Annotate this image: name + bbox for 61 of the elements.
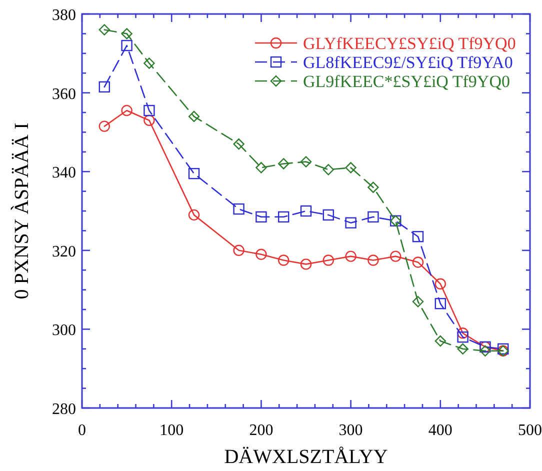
- y-axis-title: 0 PXNSY ÀSPÄÄÄ I: [10, 122, 33, 300]
- point: [256, 211, 267, 223]
- point: [256, 162, 267, 174]
- y-tick-label: 380: [52, 7, 76, 24]
- legend-label: GLYfKEECY£SY£iQ Tf9YQ0: [303, 34, 516, 53]
- point: [188, 209, 200, 221]
- y-tick-label: 280: [52, 401, 76, 418]
- point: [256, 248, 267, 260]
- point: [98, 120, 110, 132]
- point: [188, 110, 200, 122]
- y-tick-label: 360: [52, 86, 76, 103]
- point: [368, 254, 379, 266]
- point: [98, 81, 110, 92]
- point: [368, 211, 379, 223]
- point: [457, 331, 468, 343]
- point: [412, 296, 424, 308]
- point: [233, 244, 244, 256]
- point: [457, 328, 468, 339]
- point: [144, 114, 155, 126]
- point: [345, 217, 356, 228]
- legend-label: GL9fKEEC*£SY£iQ Tf9YQ0: [303, 72, 510, 91]
- x-tick-label: 500: [518, 422, 542, 439]
- point: [390, 250, 402, 262]
- point: [412, 231, 424, 242]
- point: [233, 203, 244, 215]
- y-tick-label: 320: [52, 243, 76, 260]
- point: [278, 254, 290, 266]
- point: [322, 209, 334, 221]
- point: [121, 104, 132, 116]
- point: [98, 24, 110, 36]
- point: [278, 158, 290, 170]
- x-axis-title: DÄWXLSZTÅLYY: [224, 446, 388, 468]
- point: [345, 162, 356, 174]
- point: [322, 254, 334, 266]
- point: [434, 278, 446, 290]
- point: [300, 156, 312, 168]
- point: [233, 138, 244, 150]
- point: [121, 40, 132, 52]
- point: [188, 168, 200, 180]
- y-tick-label: 300: [52, 322, 76, 340]
- x-tick-label: 400: [428, 422, 452, 439]
- x-tick-label: 100: [160, 422, 184, 439]
- point: [434, 298, 446, 310]
- y-tick-label: 340: [52, 164, 76, 182]
- point: [457, 343, 468, 354]
- legend-label: GL8fKEEC9£/SY£iQ Tf9YA0: [303, 53, 513, 72]
- point: [144, 58, 155, 69]
- point: [480, 345, 491, 356]
- point: [278, 211, 290, 223]
- point: [300, 258, 312, 270]
- point: [121, 28, 132, 40]
- point: [300, 205, 312, 217]
- point: [322, 164, 334, 176]
- point: [368, 182, 379, 193]
- x-tick-label: 300: [338, 422, 363, 439]
- x-tick-label: 0: [78, 422, 86, 439]
- point: [434, 335, 446, 347]
- x-tick-label: 200: [249, 422, 274, 439]
- point: [345, 250, 356, 262]
- point: [144, 104, 155, 116]
- point: [412, 256, 424, 268]
